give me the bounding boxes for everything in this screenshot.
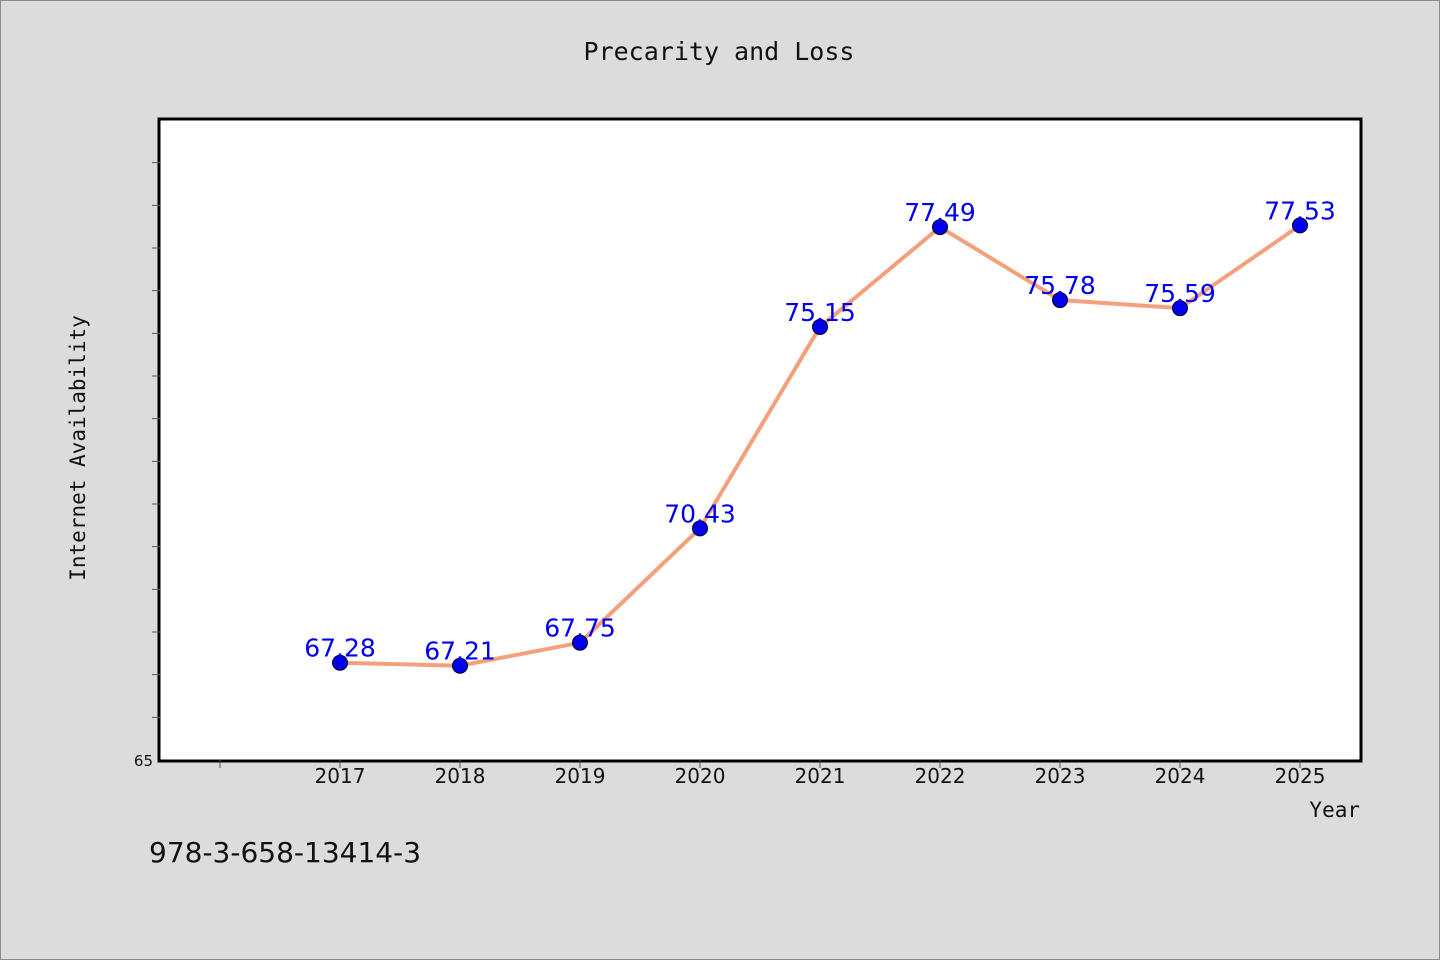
isbn-text: 978-3-658-13414-3 (149, 836, 421, 869)
data-label: 67.28 (304, 634, 376, 663)
x-tick-label: 2022 (915, 764, 966, 788)
x-tick-label: 2018 (435, 764, 486, 788)
chart-title: Precarity and Loss (584, 37, 855, 66)
data-point (812, 318, 828, 335)
x-tick-label: 2019 (555, 764, 606, 788)
x-tick-label: 2020 (675, 764, 726, 788)
y-tick-label: 65 (134, 752, 153, 770)
data-label: 77.49 (904, 198, 976, 227)
data-label: 75.15 (784, 298, 856, 327)
x-tick-label: 2023 (1035, 764, 1086, 788)
x-tick-label: 2021 (795, 764, 846, 788)
data-point (332, 654, 348, 671)
x-tick-label: 2017 (315, 764, 366, 788)
series-layer: 67.28 67.21 67.75 70.43 75.15 77.49 75.78 75.59… (304, 196, 1336, 674)
data-label: 75.59 (1144, 279, 1216, 308)
data-point (572, 634, 588, 651)
data-point (1172, 300, 1188, 317)
data-label: 77.53 (1264, 196, 1336, 225)
data-point (932, 219, 948, 236)
x-axis-label: Year (1309, 798, 1360, 822)
x-tick-label: 2024 (1155, 764, 1206, 788)
data-point (692, 520, 708, 537)
data-point (1052, 292, 1068, 309)
data-label: 67.21 (424, 637, 496, 666)
data-label: 70.43 (664, 499, 736, 528)
y-axis-ticks: 65 (134, 162, 160, 770)
data-label: 75.78 (1024, 271, 1096, 300)
data-label: 67.75 (544, 614, 616, 643)
data-point (452, 657, 468, 674)
data-point (1292, 217, 1308, 234)
plot-area (157, 117, 1363, 763)
x-axis-ticks: 2017 2018 2019 2020 2021 2022 2023 2024 2025 (219, 760, 1326, 788)
x-tick-label: 2025 (1275, 764, 1326, 788)
y-axis-label: Internet Availability (66, 315, 90, 581)
